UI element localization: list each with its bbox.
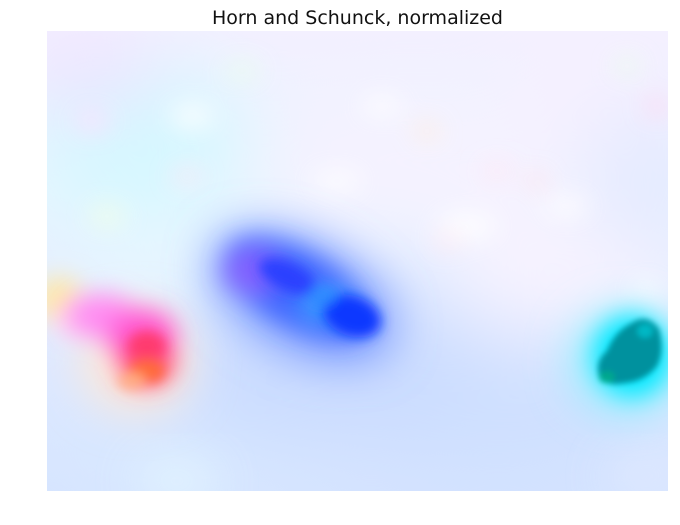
teal-blob [572, 311, 668, 411]
magenta-red-blob [67, 294, 192, 411]
speckle-texture [76, 58, 668, 301]
bottom-halo [137, 456, 668, 491]
optical-flow-image [47, 31, 668, 491]
flow-field-visualization [47, 31, 668, 491]
figure-title: Horn and Schunck, normalized [212, 7, 503, 29]
blue-blob [210, 228, 394, 364]
